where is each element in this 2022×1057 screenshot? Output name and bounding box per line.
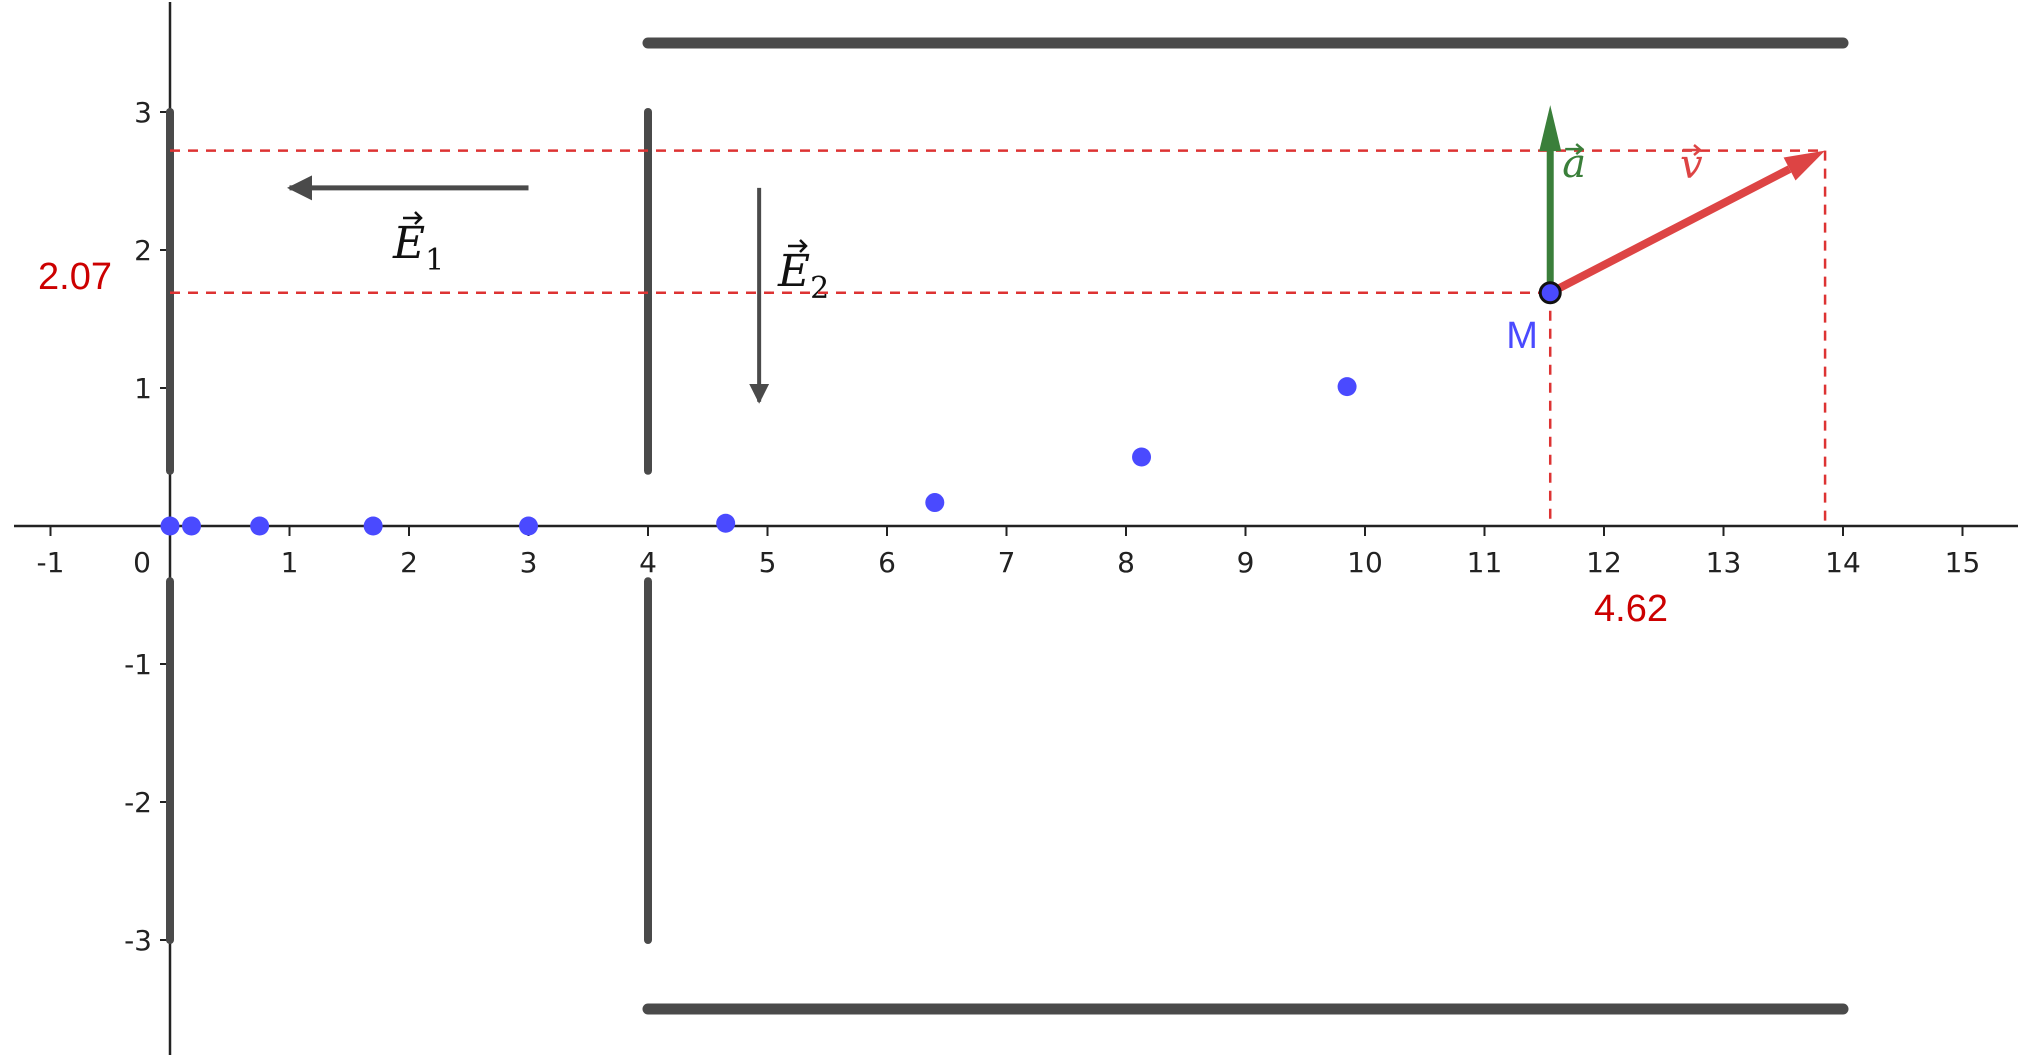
y-tick-label: -2 [124, 786, 152, 819]
particle-dot [1538, 281, 1562, 305]
motion-vectors [1539, 105, 1826, 297]
e1-letter: E [392, 218, 425, 269]
e2-subscript: 2 [810, 271, 829, 306]
trajectory-point [925, 493, 945, 513]
acceleration-label: a [1562, 141, 1586, 187]
y-tick-label: 2 [134, 234, 152, 267]
trajectory-point [519, 516, 538, 536]
e2-letter: E [777, 246, 810, 297]
x-ticks: -1 0 1 2 3 4 5 6 7 8 9 10 11 12 13 14 15 [37, 526, 1981, 579]
svg-text:E2: E2 [777, 246, 829, 306]
velocity-hat [1683, 144, 1702, 156]
velocity-head [1783, 150, 1826, 181]
x-tick-label: 0 [133, 546, 151, 579]
velocity-shaft [1548, 165, 1792, 297]
x-tick-label: -1 [37, 546, 65, 579]
x-tick-label: 11 [1467, 546, 1503, 579]
particle-m: M [1506, 281, 1562, 357]
x-tick-label: 3 [520, 546, 538, 579]
trajectory-point [250, 516, 270, 536]
capacitor-plates [166, 37, 1849, 1015]
x-tick-label: 13 [1706, 546, 1742, 579]
x-tick-label: 8 [1117, 546, 1135, 579]
x-tick-label: 1 [281, 546, 299, 579]
trajectory-point [1132, 447, 1152, 467]
trajectory-point [716, 513, 736, 533]
y-tick-label: -1 [124, 648, 152, 681]
x-value-annotation: 4.62 [1594, 588, 1668, 630]
x-tick-label: 4 [639, 546, 657, 579]
x-tick-label: 5 [759, 546, 777, 579]
y-tick-label: 3 [134, 96, 152, 129]
y-value-annotation: 2.07 [38, 256, 112, 298]
x-tick-label: 9 [1237, 546, 1255, 579]
x-tick-label: 14 [1825, 546, 1861, 579]
acceleration-head [1539, 105, 1562, 152]
x-tick-label: 7 [998, 546, 1016, 579]
x-tick-label: 10 [1347, 546, 1383, 579]
trajectory-point [1337, 377, 1357, 397]
e2-vector-hat [788, 239, 808, 253]
y-tick-label: 1 [134, 372, 152, 405]
e1-subscript: 1 [425, 243, 444, 278]
axes: -1 0 1 2 3 4 5 6 7 8 9 10 11 12 13 14 15 321-1-2-3 [14, 2, 2018, 1055]
y-tick-label: -3 [124, 924, 152, 957]
vector-labels: a v [1562, 141, 1703, 188]
field-arrows: E1 E2 [287, 175, 829, 404]
trajectory-point [160, 516, 180, 536]
value-annotations: 2.07 4.62 [38, 256, 1668, 630]
svg-text:E1: E1 [392, 218, 444, 278]
trajectory-point [182, 516, 202, 536]
acceleration-hat [1565, 143, 1585, 156]
velocity-label: v [1680, 142, 1703, 188]
x-tick-label: 12 [1586, 546, 1622, 579]
x-tick-label: 15 [1945, 546, 1981, 579]
trajectory-points [160, 377, 1357, 536]
e1-vector-hat [403, 211, 423, 225]
trajectory-point [363, 516, 383, 536]
acceleration-letter: a [1562, 141, 1586, 187]
field-e2-label: E2 [777, 239, 829, 306]
x-tick-label: 2 [400, 546, 418, 579]
particle-label: M [1506, 315, 1538, 357]
y-ticks: 3 2 1 -1 -2 -3 [124, 96, 170, 957]
guide-lines [170, 149, 1827, 526]
x-tick-label: 6 [878, 546, 896, 579]
field-e1-label: E1 [392, 211, 444, 278]
